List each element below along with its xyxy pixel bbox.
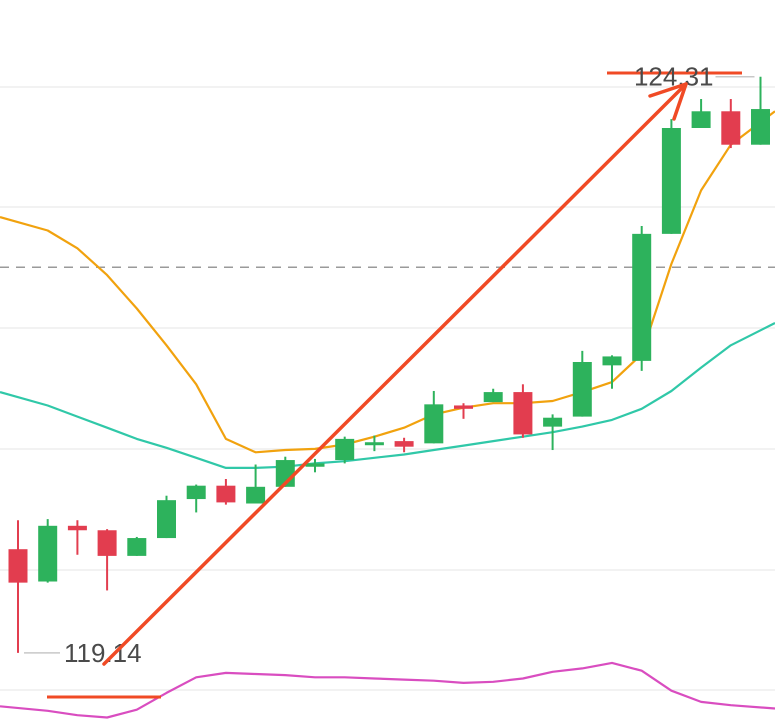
candle-body bbox=[335, 438, 355, 461]
candle-body bbox=[127, 538, 147, 556]
candle bbox=[246, 464, 266, 504]
candle bbox=[305, 458, 325, 473]
candle-body bbox=[157, 500, 176, 539]
candle-body bbox=[661, 128, 681, 234]
candle bbox=[751, 76, 770, 145]
candle-body bbox=[691, 111, 711, 128]
candle-body bbox=[483, 392, 503, 403]
candle-body bbox=[246, 486, 266, 504]
candle-body bbox=[632, 233, 652, 361]
arrow-head-icon bbox=[648, 82, 688, 121]
candle bbox=[632, 226, 652, 371]
candle-body bbox=[572, 362, 592, 417]
candle bbox=[424, 390, 444, 444]
candle bbox=[394, 437, 414, 453]
ma-teal-line bbox=[0, 322, 775, 469]
candle-body bbox=[602, 356, 622, 366]
candle bbox=[691, 99, 711, 128]
candle-body bbox=[543, 417, 563, 427]
candle bbox=[721, 99, 741, 149]
candle bbox=[186, 484, 206, 513]
ma-magenta-line bbox=[0, 661, 775, 719]
candle-body bbox=[305, 463, 325, 467]
moving-averages bbox=[0, 110, 775, 719]
candle-body bbox=[8, 549, 28, 583]
candle bbox=[67, 520, 87, 555]
candle-body bbox=[394, 441, 414, 447]
candle bbox=[157, 495, 176, 539]
candle-body bbox=[38, 525, 58, 582]
candle-body bbox=[513, 392, 533, 435]
grid bbox=[0, 86, 775, 691]
candles bbox=[8, 76, 770, 653]
candle bbox=[454, 403, 473, 419]
candle bbox=[543, 414, 563, 451]
trend-arrow bbox=[102, 82, 688, 666]
candle-body bbox=[97, 530, 117, 556]
candle bbox=[602, 355, 622, 389]
candle bbox=[661, 119, 681, 234]
candle-body bbox=[751, 109, 770, 145]
candle bbox=[127, 536, 147, 556]
candle bbox=[335, 436, 355, 464]
ma-orange-line bbox=[0, 110, 775, 454]
candle bbox=[38, 519, 58, 583]
candle bbox=[364, 435, 384, 452]
candle bbox=[483, 388, 503, 403]
candle bbox=[513, 384, 533, 438]
candle-body bbox=[721, 111, 741, 145]
candle bbox=[572, 350, 592, 417]
candle-body bbox=[424, 404, 444, 444]
candle-body bbox=[186, 485, 206, 500]
candle-body bbox=[454, 405, 473, 409]
candle bbox=[97, 529, 117, 591]
candle-body bbox=[364, 442, 384, 446]
candle bbox=[8, 520, 28, 653]
candle-body bbox=[67, 525, 87, 531]
candle bbox=[216, 479, 236, 505]
annotations: 124.31 119.14 bbox=[24, 62, 755, 699]
candle-body bbox=[216, 485, 236, 503]
